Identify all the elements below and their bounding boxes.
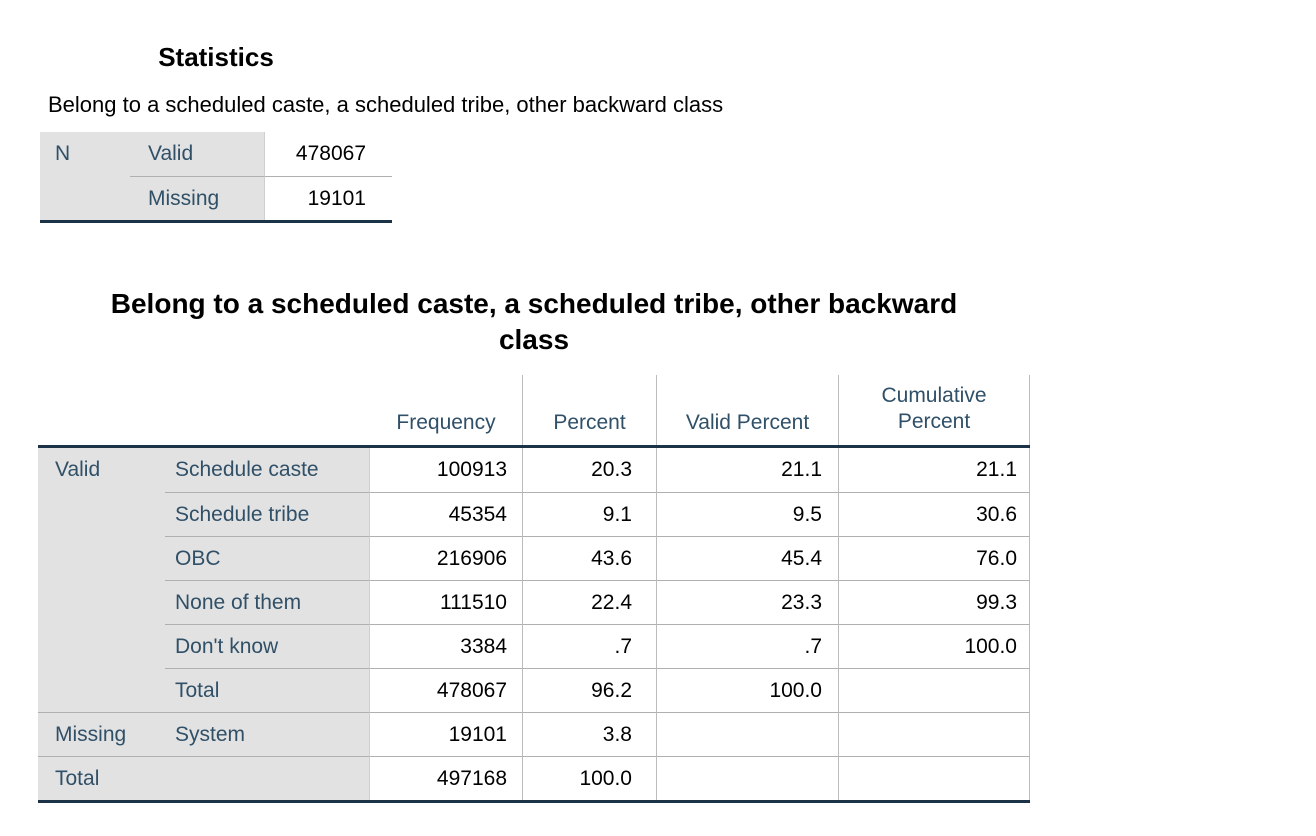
cell-valid-percent: 9.5: [656, 492, 838, 536]
group-label-valid: Valid: [38, 448, 165, 712]
stat-value-missing: 19101: [265, 176, 392, 220]
cell-cumulative-percent: 76.0: [838, 536, 1030, 580]
cell-frequency: 3384: [370, 624, 522, 668]
cell-valid-percent: [656, 712, 838, 756]
row-label: Don't know: [165, 624, 370, 668]
cell-valid-percent: 23.3: [656, 580, 838, 624]
column-header-cumulative-percent: Cumulative Percent: [838, 375, 1030, 445]
header-stub: [38, 375, 370, 445]
cell-percent: 3.8: [522, 712, 656, 756]
cell-valid-percent: .7: [656, 624, 838, 668]
frequency-table-title: Belong to a scheduled caste, a scheduled…: [110, 288, 958, 355]
row-label: Schedule caste: [165, 448, 370, 492]
cell-cumulative-percent: [838, 712, 1030, 756]
group-label-total: Total: [38, 756, 370, 800]
cell-frequency: 100913: [436, 458, 507, 481]
statistics-table[interactable]: N Valid 478067 Missing 19101: [40, 132, 392, 223]
stat-value-valid: 478067: [265, 132, 392, 176]
cell-percent: 96.2: [522, 668, 656, 712]
cell-frequency: 45354: [370, 492, 522, 536]
cell-valid-percent: [656, 756, 838, 800]
cell-percent: 43.6: [522, 536, 656, 580]
cell-frequency: 19101: [370, 712, 522, 756]
cell-cumulative-percent: 21.1: [838, 448, 1030, 492]
group-label-missing: Missing: [38, 712, 165, 756]
row-label-valid-total: Total: [165, 668, 370, 712]
cell-valid-percent: 100.0: [656, 668, 838, 712]
column-header-frequency: Frequency: [396, 411, 496, 434]
column-header-valid-percent: Valid Percent: [656, 375, 838, 445]
cell-frequency: 478067: [370, 668, 522, 712]
cell-cumulative-percent: 30.6: [838, 492, 1030, 536]
cell-percent: 100.0: [522, 756, 656, 800]
cell-percent: .7: [522, 624, 656, 668]
column-header-percent: Percent: [522, 375, 656, 445]
cell-frequency: 111510: [370, 580, 522, 624]
frequency-table-header: Frequency Percent Valid Percent Cumulati…: [38, 375, 1030, 448]
cell-percent: 22.4: [522, 580, 656, 624]
statistics-title: Statistics: [158, 42, 274, 72]
row-label: OBC: [165, 536, 370, 580]
cell-percent: 9.1: [522, 492, 656, 536]
cell-frequency: 216906: [370, 536, 522, 580]
row-label-system: System: [165, 712, 370, 756]
cell-valid-percent: 45.4: [656, 536, 838, 580]
cell-cumulative-percent: [838, 756, 1030, 800]
row-label: None of them: [165, 580, 370, 624]
row-label: Schedule tribe: [165, 492, 370, 536]
cell-frequency: 497168: [370, 756, 522, 800]
stat-row-label-missing: Missing: [130, 176, 265, 220]
cell-cumulative-percent: 100.0: [838, 624, 1030, 668]
cell-cumulative-percent: 99.3: [838, 580, 1030, 624]
stat-row-label-valid: Valid: [130, 132, 265, 176]
frequency-table-body[interactable]: Valid Schedule caste 100913 20.3 21.1 21…: [38, 448, 1030, 803]
stat-stub-n: N: [40, 132, 130, 220]
cell-valid-percent: 21.1: [656, 448, 838, 492]
statistics-subtitle: Belong to a scheduled caste, a scheduled…: [48, 92, 724, 117]
cell-cumulative-percent: [838, 668, 1030, 712]
cell-percent: 20.3: [522, 448, 656, 492]
